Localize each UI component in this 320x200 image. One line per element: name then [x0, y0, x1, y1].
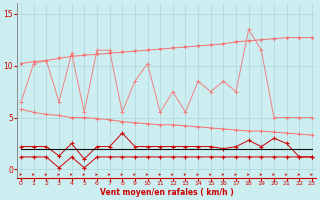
- X-axis label: Vent moyen/en rafales ( km/h ): Vent moyen/en rafales ( km/h ): [100, 188, 233, 197]
